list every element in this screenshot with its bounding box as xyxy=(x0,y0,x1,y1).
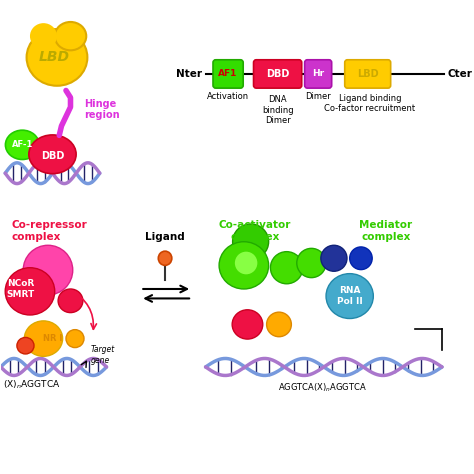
Text: Ligand: Ligand xyxy=(145,232,185,242)
Text: AF-1: AF-1 xyxy=(12,140,33,149)
Text: Co-repressor
complex: Co-repressor complex xyxy=(12,220,88,242)
Ellipse shape xyxy=(27,29,87,86)
Text: AGGTCA(X)$_n$AGGTCA: AGGTCA(X)$_n$AGGTCA xyxy=(278,381,367,393)
FancyBboxPatch shape xyxy=(254,60,302,88)
Ellipse shape xyxy=(58,289,83,313)
Ellipse shape xyxy=(23,245,73,295)
Ellipse shape xyxy=(66,329,84,347)
Text: LBD: LBD xyxy=(357,69,379,79)
Text: Hr: Hr xyxy=(312,70,324,79)
Text: DNA
binding
Dimer: DNA binding Dimer xyxy=(262,95,293,125)
Text: Mediator
complex: Mediator complex xyxy=(359,220,412,242)
Ellipse shape xyxy=(158,251,172,265)
Ellipse shape xyxy=(29,135,76,173)
Ellipse shape xyxy=(266,312,292,337)
Ellipse shape xyxy=(233,224,269,259)
Text: Nter: Nter xyxy=(176,69,202,79)
Text: DBD: DBD xyxy=(41,151,64,161)
Ellipse shape xyxy=(24,321,63,356)
Text: Ligand binding
Co-factor recruitment: Ligand binding Co-factor recruitment xyxy=(324,94,416,113)
Ellipse shape xyxy=(232,310,263,339)
Text: AF1: AF1 xyxy=(219,70,238,79)
Text: Activation: Activation xyxy=(207,92,249,101)
Ellipse shape xyxy=(326,273,374,319)
Text: (X)$_n$AGGTCA: (X)$_n$AGGTCA xyxy=(3,379,60,391)
FancyBboxPatch shape xyxy=(213,60,243,88)
Text: Cter: Cter xyxy=(448,69,473,79)
Text: LBD: LBD xyxy=(38,50,69,64)
Ellipse shape xyxy=(219,242,269,289)
Text: NR I: NR I xyxy=(43,334,62,343)
Text: Target
gene: Target gene xyxy=(91,346,115,365)
Text: Co-activator
complex: Co-activator complex xyxy=(219,220,292,242)
Ellipse shape xyxy=(350,247,372,270)
Ellipse shape xyxy=(321,245,347,271)
Ellipse shape xyxy=(30,23,57,49)
Ellipse shape xyxy=(271,252,303,284)
Ellipse shape xyxy=(17,337,34,354)
Ellipse shape xyxy=(55,22,86,50)
Text: RNA
Pol II: RNA Pol II xyxy=(337,286,363,306)
Ellipse shape xyxy=(235,252,257,274)
Text: Hinge
region: Hinge region xyxy=(84,99,119,120)
Text: Dimer: Dimer xyxy=(305,92,331,101)
Text: DBD: DBD xyxy=(266,69,289,79)
FancyBboxPatch shape xyxy=(345,60,391,88)
Ellipse shape xyxy=(297,248,326,278)
FancyBboxPatch shape xyxy=(305,60,332,88)
Text: NCoR
SMRT: NCoR SMRT xyxy=(7,279,35,299)
Ellipse shape xyxy=(5,130,39,159)
Ellipse shape xyxy=(5,268,55,315)
